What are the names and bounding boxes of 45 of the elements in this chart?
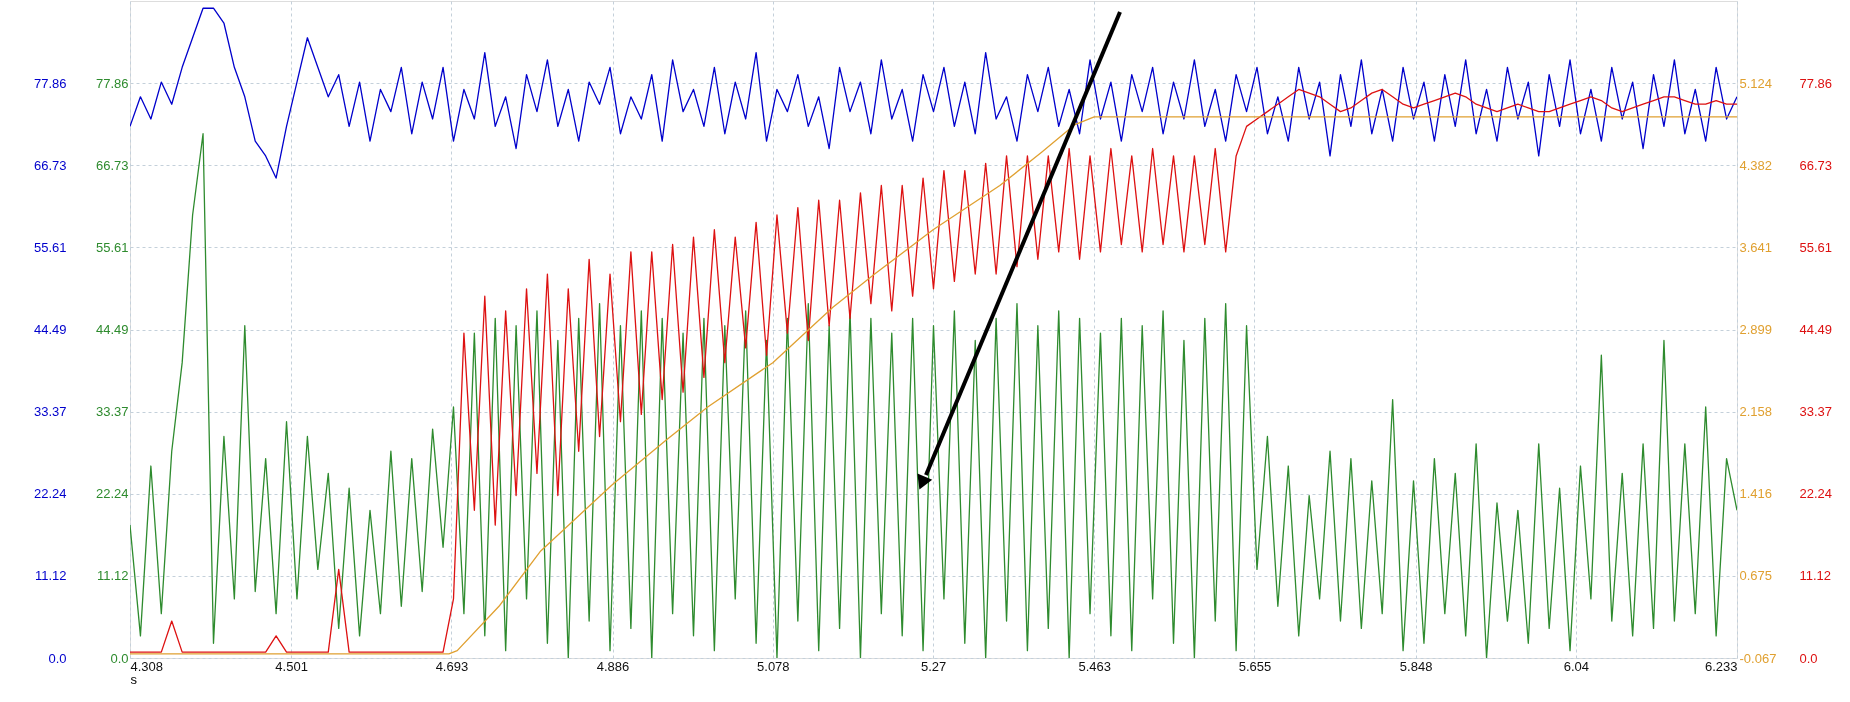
y-tick-label: 77.86 <box>95 75 129 91</box>
text: 33.37 <box>33 404 67 420</box>
x-tick-label: 4.693 <box>435 658 469 674</box>
y3-tick-label: 2.158 <box>1739 404 1773 420</box>
y3-tick-label: -0.067 <box>1739 650 1777 666</box>
text: 77.86 <box>33 75 67 91</box>
x-tick-label: 5.078 <box>757 658 790 674</box>
y-tick-label: 44.49 <box>95 322 129 337</box>
text: 0.0 <box>48 650 67 666</box>
y3-tick-label: 0.675 <box>1739 568 1773 584</box>
text: 66.73 <box>33 157 67 173</box>
y2-tick-label: 55.61 <box>1799 239 1833 255</box>
y2-tick-label: 0.0 <box>1799 650 1818 666</box>
x-tick-label: 4.886 <box>596 658 630 674</box>
y2-tick-label: 11.12 <box>1799 568 1832 584</box>
y-tick-label: 33.37 <box>95 404 129 420</box>
y-tick-label: 55.61 <box>95 239 129 255</box>
text: 44.49 <box>33 322 67 337</box>
y-tick-label: 66.73 <box>95 157 129 173</box>
text: 22.24 <box>33 486 67 502</box>
x-tick-label: 4.501 <box>275 658 308 674</box>
y2-tick-label: 22.24 <box>1799 486 1833 502</box>
y3-tick-label: 3.641 <box>1739 239 1773 255</box>
y2-tick-label: 33.37 <box>1799 404 1833 420</box>
y3-tick-label: 4.382 <box>1739 157 1773 173</box>
y2-tick-label: 44.49 <box>1799 322 1833 337</box>
line-series <box>130 7 1737 179</box>
x-axis-title: s <box>130 671 138 687</box>
x-tick-label: 5.655 <box>1238 658 1272 674</box>
y2-tick-label: 66.73 <box>1799 157 1833 173</box>
y3-tick-label: 5.124 <box>1739 75 1773 91</box>
text: 55.61 <box>33 239 67 255</box>
y-tick-label: 22.24 <box>95 486 129 502</box>
x-tick-label: 6.233 <box>1704 658 1738 674</box>
y-tick-label: 0.0 <box>110 650 129 666</box>
x-tick-label: 4.308 <box>130 658 164 674</box>
y3-tick-label: 2.899 <box>1739 322 1773 338</box>
y3-tick-label: 1.416 <box>1739 486 1773 502</box>
text: 11.12 <box>34 568 67 584</box>
x-tick-label: 5.27 <box>920 658 947 674</box>
x-tick-label: 6.04 <box>1563 658 1590 674</box>
y2-tick-label: 77.86 <box>1799 75 1833 91</box>
y-tick-label: 11.12 <box>96 568 129 584</box>
x-tick-label: 5.463 <box>1078 658 1111 674</box>
x-tick-label: 5.848 <box>1399 658 1433 674</box>
